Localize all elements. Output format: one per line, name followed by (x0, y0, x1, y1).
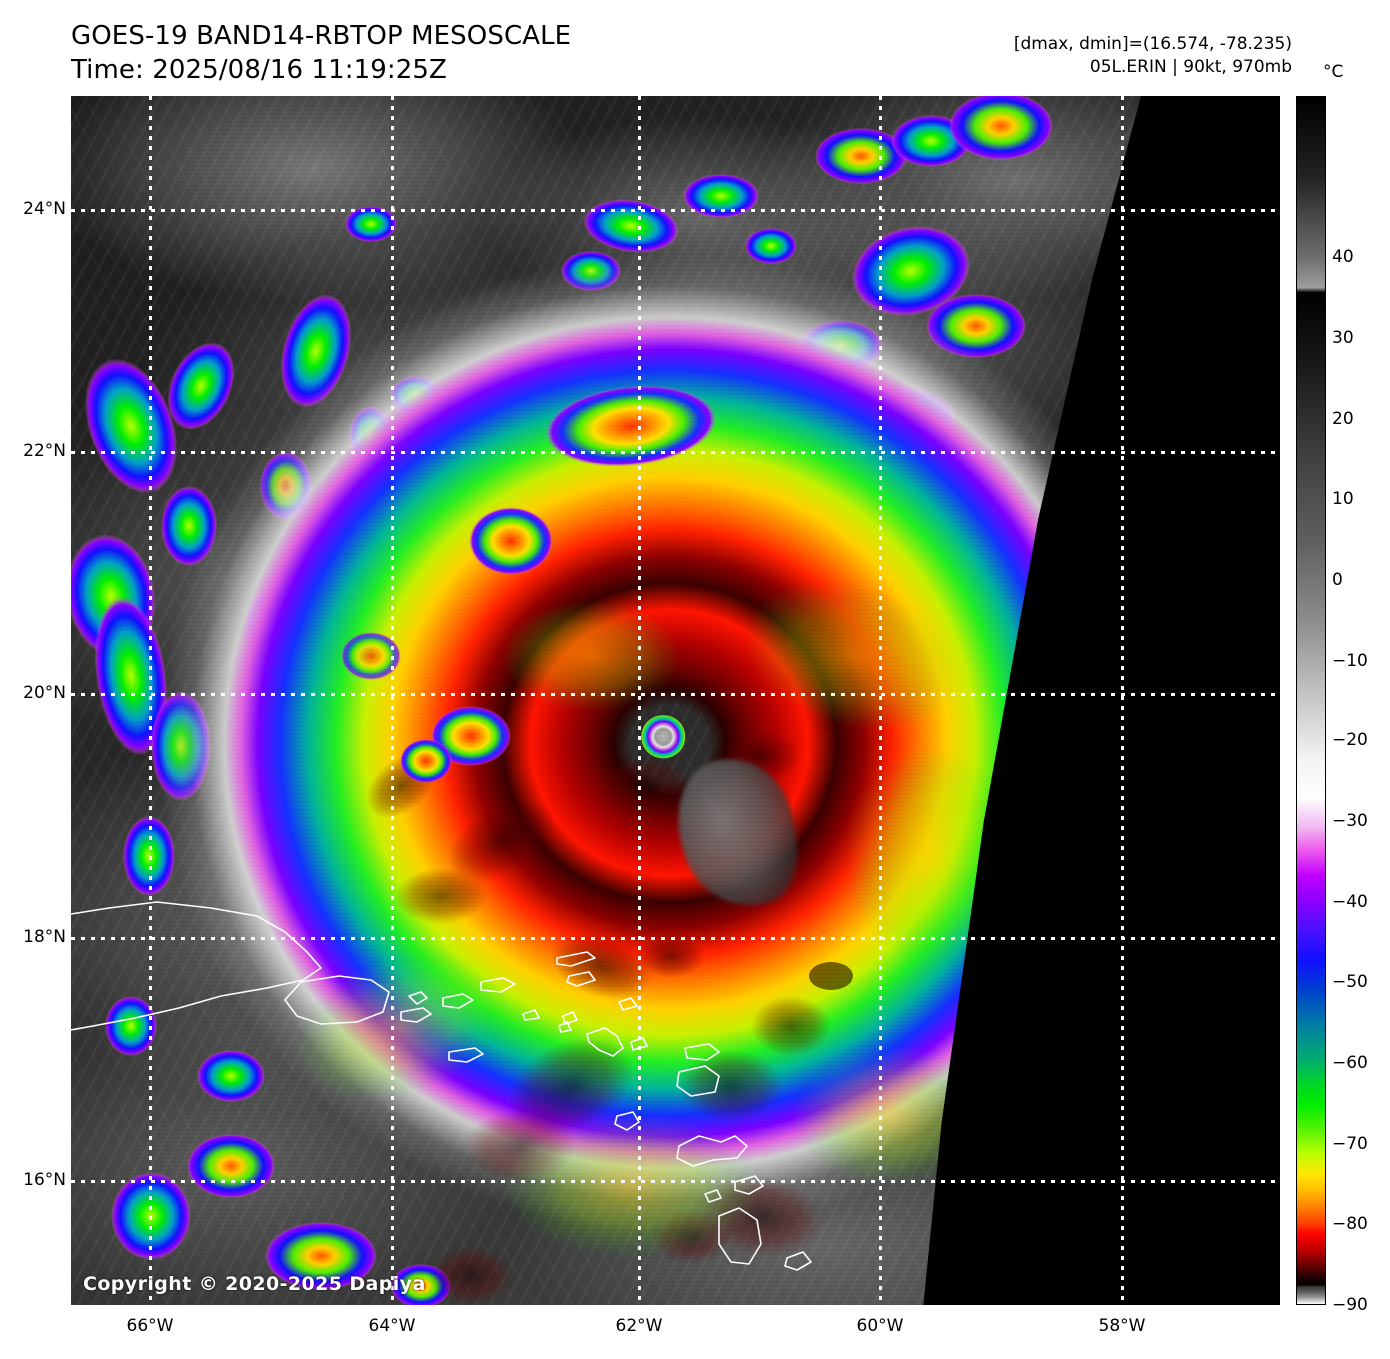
puerto-rico-coastline (285, 976, 389, 1024)
dminmax-label: [dmax, dmin]=(16.574, -78.235) (1013, 34, 1292, 54)
lat-tick-16N: 16°N (23, 1170, 66, 1190)
colorbar-tick-10: 10 (1332, 488, 1354, 509)
timestamp-label: Time: 2025/08/16 11:19:25Z (71, 54, 447, 85)
copyright-label: Copyright © 2020-2025 Dapiya (83, 1273, 426, 1295)
lat-tick-22N: 22°N (23, 441, 66, 461)
guadeloupe-coastline (677, 1136, 747, 1166)
colorbar-tick-m70: −70 (1332, 1134, 1368, 1155)
colorbar-tick-m40: −40 (1332, 892, 1368, 913)
hispaniola-coastline (71, 902, 321, 1030)
small-island-4 (523, 1010, 539, 1020)
storm-info-label: 05L.ERIN | 90kt, 970mb (1089, 56, 1292, 77)
small-island-2 (631, 1038, 647, 1050)
hurricane-eye (641, 715, 686, 759)
les-saintes-coastline (705, 1190, 721, 1202)
lat-tick-24N: 24°N (23, 199, 66, 219)
antigua-coastline (677, 1066, 719, 1096)
colorbar-tick-30: 30 (1332, 327, 1354, 348)
colorbar-tick-m60: −60 (1332, 1053, 1368, 1074)
colorbar-tick-m10: −10 (1332, 650, 1368, 671)
colorbar-unit-label: °C (1323, 62, 1344, 82)
page-title: GOES-19 BAND14-RBTOP MESOSCALE (71, 21, 572, 51)
satellite-map-panel[interactable]: Copyright © 2020-2025 Dapiya (71, 96, 1280, 1305)
vieques-coastline (401, 1008, 431, 1022)
metadata-block: [dmax, dmin]=(16.574, -78.235) 05L.ERIN … (1014, 33, 1292, 79)
colorbar-tick-0: 0 (1332, 569, 1343, 590)
marie-galante-coastline (735, 1176, 763, 1194)
colorbar-tick-40: 40 (1332, 246, 1354, 267)
dominica-coastline (719, 1208, 761, 1264)
culebra-coastline (409, 992, 427, 1004)
feeder-band-layer (341, 385, 717, 783)
montserrat-coastline (615, 1112, 639, 1130)
colorbar-tick-m20: −20 (1332, 730, 1368, 751)
lat-tick-18N: 18°N (23, 927, 66, 947)
st-croix-coastline (449, 1048, 483, 1062)
small-island-3 (559, 1022, 571, 1032)
small-island-1 (619, 998, 637, 1010)
coastline-overlay (71, 96, 1280, 1305)
colorbar-tick-m50: −50 (1332, 972, 1368, 993)
title-block: GOES-19 BAND14-RBTOP MESOSCALE Time: 202… (71, 20, 571, 88)
st-thomas-coastline (443, 994, 473, 1008)
lon-tick-66W: 66°W (126, 1316, 174, 1336)
st-martin-coastline (567, 972, 595, 986)
st-kitts-coastline (587, 1028, 623, 1056)
barbuda-coastline (685, 1044, 719, 1060)
small-island-5 (785, 1252, 811, 1270)
lat-tick-20N: 20°N (23, 683, 66, 703)
anguilla-coastline (557, 952, 595, 966)
lon-tick-64W: 64°W (368, 1316, 416, 1336)
satellite-imagery: Copyright © 2020-2025 Dapiya (71, 96, 1280, 1305)
colorbar-tick-m30: −30 (1332, 811, 1368, 832)
colorbar-tick-m90: −90 (1332, 1295, 1368, 1315)
tortola-coastline (481, 978, 515, 992)
colorbar[interactable]: 40 30 20 10 0 −10 −20 −30 −40 −50 −60 −7… (1296, 96, 1368, 1315)
saba-coastline (563, 1012, 577, 1024)
colorbar-tick-20: 20 (1332, 408, 1354, 429)
lon-tick-62W: 62°W (615, 1316, 663, 1336)
colorbar-gradient (1296, 96, 1326, 1305)
lon-tick-58W: 58°W (1098, 1316, 1146, 1336)
colorbar-tick-m80: −80 (1332, 1213, 1368, 1234)
lon-tick-60W: 60°W (856, 1316, 904, 1336)
